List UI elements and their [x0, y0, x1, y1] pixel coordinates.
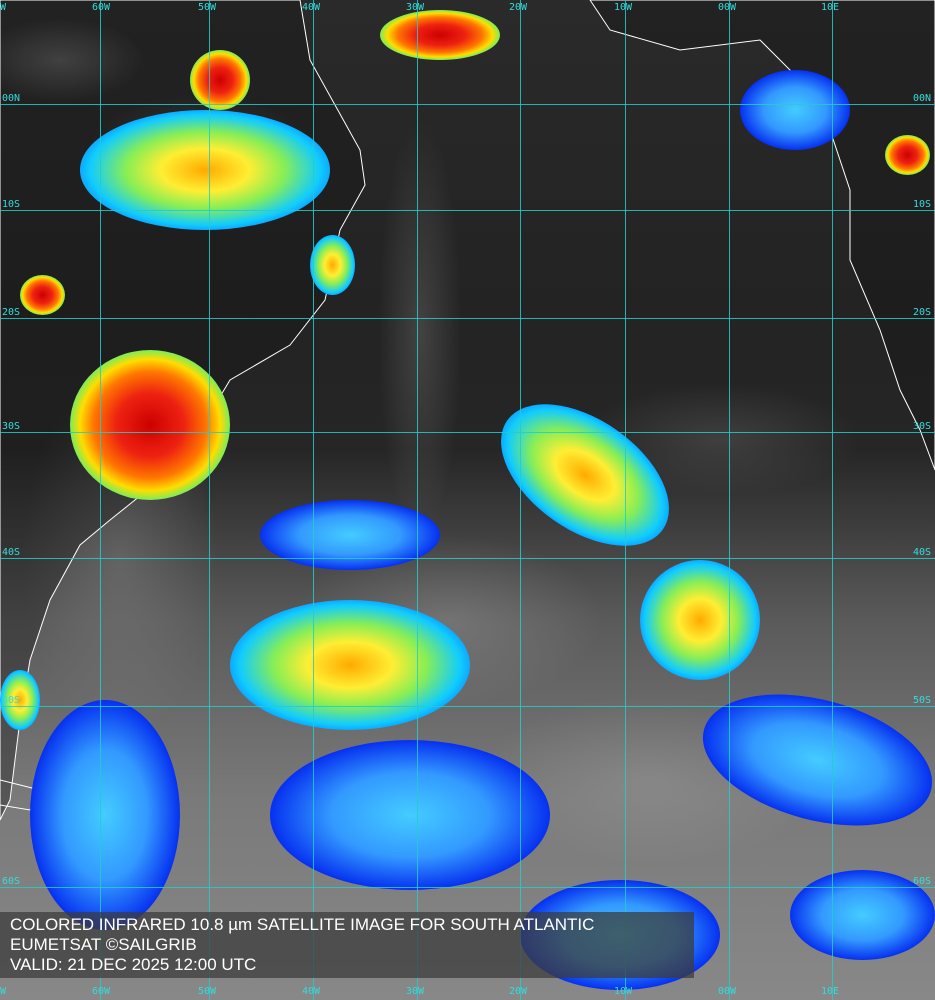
meridian-30w	[417, 0, 418, 1000]
lon-label-bottom: 50W	[198, 986, 217, 997]
meridian-00w	[729, 0, 730, 1000]
meridian-50w	[209, 0, 210, 1000]
storm-cell-bolivia	[20, 275, 65, 315]
lon-label-bottom: 40W	[302, 986, 321, 997]
parallel-20s	[0, 318, 935, 319]
lon-label-top: 50W	[198, 2, 217, 13]
lon-label-top: 60W	[92, 2, 111, 13]
lat-label-left: 30S	[2, 421, 21, 432]
storm-cell-north-atlantic	[380, 10, 500, 60]
parallel-30s	[0, 432, 935, 433]
meridian-60w	[100, 0, 101, 1000]
lat-label-left: 20S	[2, 307, 21, 318]
lat-label-right: 00N	[913, 93, 932, 104]
parallel-60s	[0, 887, 935, 888]
cloud-band-drake	[30, 700, 180, 930]
lon-label-bottom: 00W	[718, 986, 737, 997]
lon-label-bottom: 60W	[92, 986, 111, 997]
parallel-40s	[0, 558, 935, 559]
parallel-00n	[0, 104, 935, 105]
lat-label-right: 60S	[913, 876, 932, 887]
lon-label-top: 40W	[302, 2, 321, 13]
cloud-cluster-55s	[270, 740, 550, 890]
cloud-system-south-atlantic	[230, 600, 470, 730]
cloud-cluster-sw-africa	[790, 870, 935, 960]
storm-cell-amazon	[190, 50, 250, 110]
cloud-cluster-gulf	[740, 70, 850, 150]
lat-label-left: 40S	[2, 547, 21, 558]
lat-label-right: 30S	[913, 421, 932, 432]
lon-label-bottom: 20W	[509, 986, 528, 997]
lon-label-bottom: 10E	[821, 986, 840, 997]
lat-label-left: 00N	[2, 93, 21, 104]
lat-label-right: 40S	[913, 547, 932, 558]
lon-label-top: 20W	[509, 2, 528, 13]
lon-label-top: 00W	[718, 2, 737, 13]
cloud-cell-ne-brazil	[310, 235, 355, 295]
lon-label-top: W	[0, 2, 7, 13]
meridian-10w	[625, 0, 626, 1000]
lat-label-right: 20S	[913, 307, 932, 318]
storm-cell-south-brazil	[70, 350, 230, 500]
parallel-10s	[0, 210, 935, 211]
africa-land	[589, 0, 935, 471]
cloud-cluster-40s	[260, 500, 440, 570]
caption-source: EUMETSAT ©SAILGRIB	[10, 935, 197, 954]
cloud-cell-patagonia	[0, 670, 40, 730]
lon-label-bottom: 10W	[614, 986, 633, 997]
lon-label-bottom: 30W	[406, 986, 425, 997]
caption-valid-time: VALID: 21 DEC 2025 12:00 UTC	[10, 955, 257, 974]
lon-label-top: 30W	[406, 2, 425, 13]
image-caption: COLORED INFRARED 10.8 µm SATELLITE IMAGE…	[0, 912, 694, 978]
meridian-40w	[313, 0, 314, 1000]
lat-label-right: 50S	[913, 695, 932, 706]
caption-title: COLORED INFRARED 10.8 µm SATELLITE IMAGE…	[10, 915, 595, 934]
lat-label-right: 10S	[913, 199, 932, 210]
cloud-band-brazil	[80, 110, 330, 230]
parallel-50s	[0, 706, 935, 707]
meridian-20w	[520, 0, 521, 1000]
lon-label-top: 10W	[614, 2, 633, 13]
lat-label-left: 60S	[2, 876, 21, 887]
storm-cell-africa	[885, 135, 930, 175]
lon-label-top: 10E	[821, 2, 840, 13]
meridian-10e	[832, 0, 833, 1000]
lon-label-bottom: W	[0, 986, 7, 997]
lat-label-left: 10S	[2, 199, 21, 210]
lat-label-left: 50S	[2, 695, 21, 706]
